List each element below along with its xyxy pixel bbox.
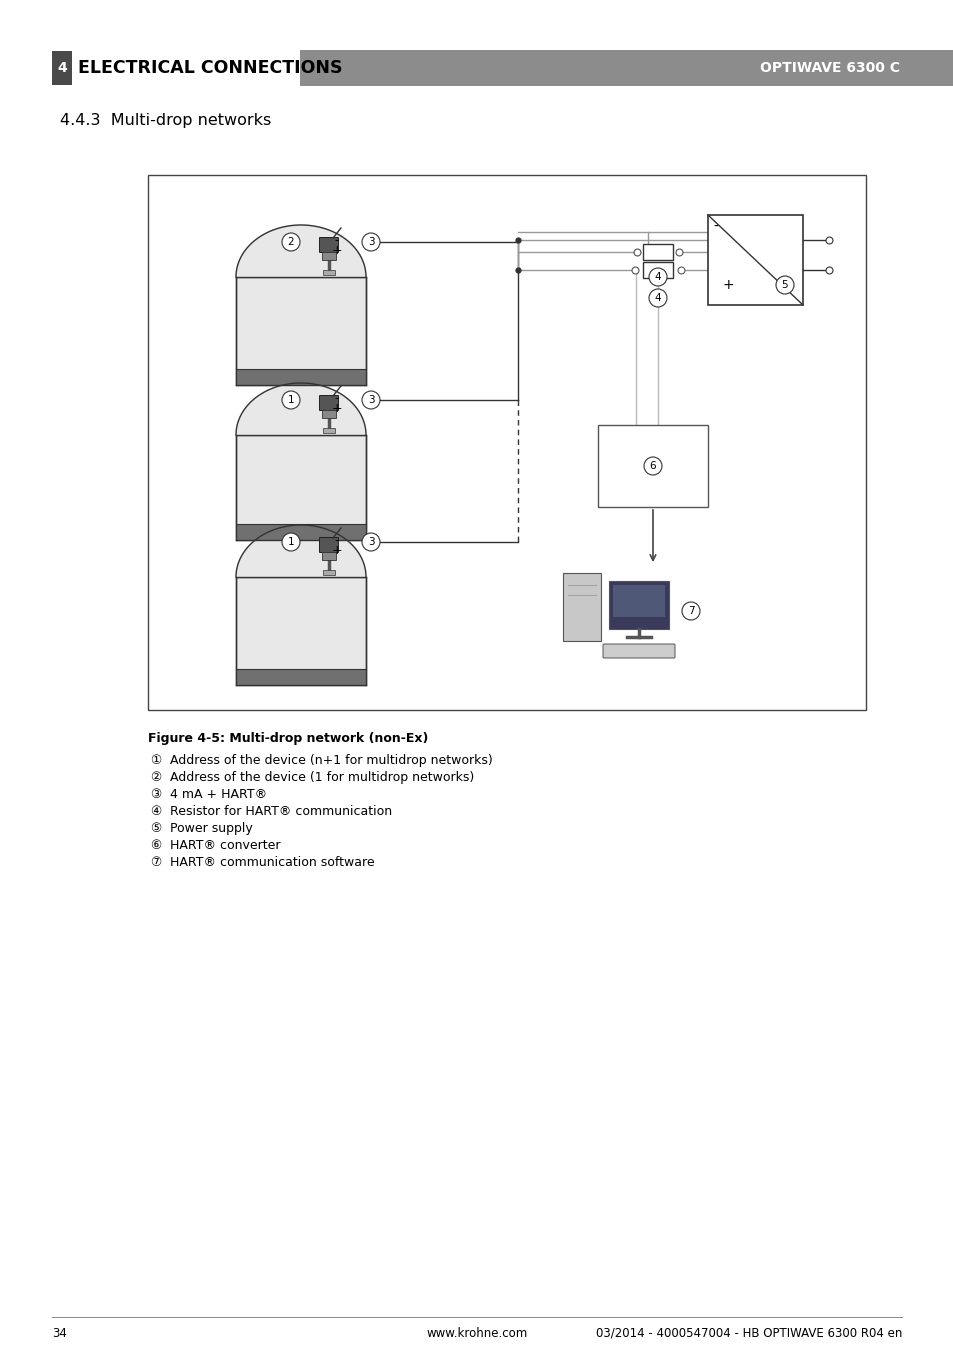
Circle shape [282, 232, 299, 251]
Circle shape [361, 232, 379, 251]
Bar [613, 585, 664, 617]
Text: www.krohne.com: www.krohne.com [426, 1327, 527, 1340]
Text: ⑦: ⑦ [150, 857, 161, 869]
Bar [323, 570, 335, 576]
Text: -: - [713, 220, 718, 234]
Text: 4 mA + HART®: 4 mA + HART® [170, 788, 267, 801]
Text: Figure 4-5: Multi-drop network (non-Ex): Figure 4-5: Multi-drop network (non-Ex) [148, 732, 428, 744]
Text: +: + [332, 403, 342, 416]
Circle shape [643, 457, 661, 476]
Circle shape [361, 534, 379, 551]
Bar [148, 176, 865, 711]
Text: 2: 2 [288, 236, 294, 247]
Text: 3: 3 [367, 236, 374, 247]
Text: 34: 34 [52, 1327, 67, 1340]
Circle shape [282, 390, 299, 409]
Text: OPTIWAVE 6300 C: OPTIWAVE 6300 C [760, 61, 899, 76]
Text: ①: ① [150, 754, 161, 767]
Circle shape [361, 390, 379, 409]
Text: ②: ② [150, 771, 161, 784]
Bar [598, 426, 707, 507]
Text: Power supply: Power supply [170, 821, 253, 835]
Text: +: + [721, 278, 733, 292]
Bar [235, 435, 366, 540]
Bar [299, 50, 953, 86]
Text: Resistor for HART® communication: Resistor for HART® communication [170, 805, 392, 817]
Bar [323, 428, 335, 434]
Text: ③: ③ [150, 788, 161, 801]
Bar [235, 277, 366, 385]
Bar [322, 253, 335, 259]
Text: 4: 4 [654, 272, 660, 282]
Text: 4.4.3  Multi-drop networks: 4.4.3 Multi-drop networks [60, 112, 271, 127]
Text: 03/2014 - 4000547004 - HB OPTIWAVE 6300 R04 en: 03/2014 - 4000547004 - HB OPTIWAVE 6300 … [595, 1327, 901, 1340]
Text: -: - [335, 535, 339, 547]
Circle shape [681, 603, 700, 620]
Bar [322, 553, 335, 561]
Polygon shape [235, 226, 366, 277]
Text: -: - [335, 393, 339, 405]
Text: 5: 5 [781, 280, 787, 290]
Text: +: + [332, 245, 342, 258]
Text: Address of the device (1 for multidrop networks): Address of the device (1 for multidrop n… [170, 771, 474, 784]
Text: ④: ④ [150, 805, 161, 817]
Bar [235, 369, 366, 385]
Circle shape [775, 276, 793, 295]
Text: +: + [332, 544, 342, 558]
Text: ELECTRICAL CONNECTIONS: ELECTRICAL CONNECTIONS [78, 59, 342, 77]
Text: HART® communication software: HART® communication software [170, 857, 375, 869]
Text: HART® converter: HART® converter [170, 839, 280, 852]
Text: ⑥: ⑥ [150, 839, 161, 852]
Text: 4: 4 [57, 61, 67, 76]
Bar [642, 262, 672, 278]
Bar [608, 581, 668, 630]
Circle shape [648, 267, 666, 286]
Text: 4: 4 [654, 293, 660, 303]
FancyBboxPatch shape [602, 644, 675, 658]
FancyBboxPatch shape [319, 238, 338, 253]
Bar [235, 577, 366, 685]
Bar [235, 669, 366, 685]
Bar [322, 409, 335, 417]
Text: 3: 3 [367, 394, 374, 405]
Polygon shape [235, 382, 366, 435]
Text: ⑤: ⑤ [150, 821, 161, 835]
Polygon shape [235, 526, 366, 577]
Text: -: - [335, 235, 339, 247]
Bar [642, 245, 672, 259]
Text: 1: 1 [288, 394, 294, 405]
Text: 7: 7 [687, 607, 694, 616]
Bar [0, 50, 953, 86]
Text: 6: 6 [649, 461, 656, 471]
Text: Address of the device (n+1 for multidrop networks): Address of the device (n+1 for multidrop… [170, 754, 493, 767]
Bar [323, 270, 335, 276]
FancyBboxPatch shape [319, 396, 338, 411]
Text: 3: 3 [367, 536, 374, 547]
Bar [52, 51, 71, 85]
Bar [707, 215, 802, 305]
FancyBboxPatch shape [319, 538, 338, 553]
Circle shape [648, 289, 666, 307]
Bar [235, 524, 366, 540]
Text: 1: 1 [288, 536, 294, 547]
Bar [562, 573, 600, 640]
Circle shape [282, 534, 299, 551]
